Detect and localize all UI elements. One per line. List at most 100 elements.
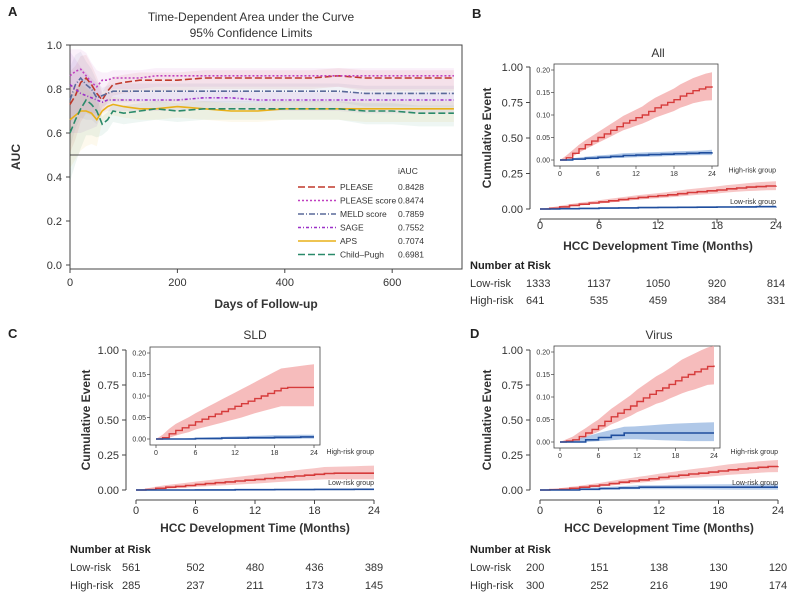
- risk-row-label: High-risk: [470, 580, 514, 592]
- ci-band-4: [70, 84, 454, 169]
- panel-a-series: [69, 68, 462, 156]
- legend-iauc: 0.8428: [398, 182, 424, 192]
- y-tick-label: 0.75: [502, 98, 523, 110]
- x-tick-label: 18: [712, 505, 724, 517]
- y-tick-label: 0.50: [502, 133, 523, 145]
- y-axis-label: Cumulative Event: [480, 370, 494, 471]
- panel-a-letter: A: [8, 4, 18, 19]
- inset-y-tick-label: 0.00: [536, 158, 550, 165]
- inset-y-tick-label: 0.05: [536, 417, 550, 424]
- y-axis-label: Cumulative Event: [480, 88, 494, 189]
- x-tick-label: 6: [596, 505, 602, 517]
- inset-x-tick-label: 18: [271, 450, 279, 457]
- risk-value: 211: [246, 580, 264, 592]
- y-tick-label: 0.50: [98, 415, 119, 427]
- legend-label: PLEASE score: [340, 196, 396, 206]
- inset-high-line: [560, 365, 715, 443]
- number-at-risk-header: Number at Risk: [470, 260, 552, 272]
- high-risk-line: [136, 472, 374, 491]
- y-tick-label: 0.0: [47, 260, 62, 272]
- x-axis-label: HCC Development Time (Months): [160, 521, 350, 535]
- y-tick-label: 0.00: [98, 485, 119, 497]
- risk-value: 145: [365, 580, 383, 592]
- x-tick-label: 12: [653, 505, 665, 517]
- risk-value: 436: [305, 562, 323, 574]
- y-axis-label: Cumulative Event: [79, 370, 93, 471]
- inset-y-tick-label: 0.15: [536, 372, 550, 379]
- inset-low-line: [560, 432, 714, 443]
- legend-iauc: 0.7859: [398, 209, 424, 219]
- legend-label: PLEASE: [340, 182, 373, 192]
- ci-band-0: [70, 54, 454, 153]
- low-risk-line: [136, 488, 374, 491]
- x-tick-label: 400: [276, 277, 294, 289]
- panel-a-xlabel: Days of Follow-up: [214, 297, 317, 311]
- y-tick-label: 0.50: [502, 415, 523, 427]
- inset-y-tick-label: 0.20: [536, 68, 550, 75]
- low-risk-group-label: Low-risk group: [328, 480, 374, 487]
- risk-row-label: Low-risk: [470, 278, 511, 290]
- risk-value: 285: [122, 580, 140, 592]
- inset-x-tick-label: 12: [632, 171, 640, 178]
- y-tick-label: 0.75: [502, 380, 523, 392]
- series-line-0: [69, 74, 454, 105]
- high-risk-group-label: High-risk group: [731, 449, 779, 456]
- y-tick-label: 0.00: [502, 204, 523, 216]
- risk-value: 1333: [526, 278, 550, 290]
- legend-header: iAUC: [398, 166, 418, 176]
- risk-row-label: Low-risk: [70, 562, 111, 574]
- x-tick-label: 24: [772, 505, 784, 517]
- risk-value: 389: [365, 562, 383, 574]
- low-risk-group-label: Low-risk group: [732, 480, 778, 487]
- low-risk-line: [540, 205, 777, 210]
- inset-high-line: [156, 386, 314, 440]
- risk-value: 200: [526, 562, 544, 574]
- x-tick-label: 0: [67, 277, 73, 289]
- x-tick-label: 600: [383, 277, 401, 289]
- inset-y-tick-label: 0.10: [536, 113, 550, 120]
- inset-low-line: [156, 436, 314, 440]
- panel-b: B All 0.00 0.25 0.50 0.75 1.00 0 6 12 18 24 HCC Dev…: [470, 6, 785, 307]
- series-line-2: [69, 76, 454, 101]
- y-tick-label: 0.25: [502, 169, 523, 181]
- risk-value: 384: [708, 295, 726, 307]
- risk-value: 331: [767, 295, 785, 307]
- x-tick-label: 6: [596, 220, 602, 232]
- x-tick-label: 18: [308, 505, 320, 517]
- panel-a-subtitle: 95% Confidence Limits: [190, 26, 313, 40]
- inset-x-tick-label: 0: [154, 450, 158, 457]
- inset-y-tick-label: 0.20: [132, 351, 146, 358]
- x-tick-label: 0: [537, 505, 543, 517]
- x-tick-label: 0: [133, 505, 139, 517]
- risk-value: 237: [186, 580, 204, 592]
- y-tick-label: 0.4: [47, 172, 62, 184]
- ci-band-5: [70, 76, 454, 182]
- inset-y-tick-label: 0.00: [536, 440, 550, 447]
- low-risk-group-label: Low-risk group: [730, 199, 776, 206]
- risk-value: 1137: [587, 278, 611, 290]
- risk-row-label: High-risk: [70, 580, 114, 592]
- y-tick-label: 0.25: [98, 450, 119, 462]
- legend-label: Child–Pugh: [340, 250, 384, 260]
- legend-iauc: 0.8474: [398, 196, 424, 206]
- risk-value: 174: [769, 580, 787, 592]
- panel-a: A Time-Dependent Area under the Curve 95…: [8, 4, 463, 311]
- risk-value: 151: [590, 562, 608, 574]
- x-axis-label: HCC Development Time (Months): [564, 521, 754, 535]
- inset-y-tick-label: 0.20: [536, 350, 550, 357]
- x-tick-label: 200: [168, 277, 186, 289]
- inset-x-tick-label: 0: [558, 171, 562, 178]
- legend-label: SAGE: [340, 223, 364, 233]
- panel-d-title: Virus: [645, 328, 672, 342]
- y-tick-label: 1.00: [502, 345, 523, 357]
- risk-value: 173: [305, 580, 323, 592]
- high-risk-band: [540, 460, 778, 490]
- inset-y-tick-label: 0.15: [536, 90, 550, 97]
- y-tick-label: 0.6: [47, 128, 62, 140]
- risk-row-label: High-risk: [470, 295, 514, 307]
- inset-y-tick-label: 0.00: [132, 437, 146, 444]
- legend-iauc: 0.7074: [398, 236, 424, 246]
- risk-value: 641: [526, 295, 544, 307]
